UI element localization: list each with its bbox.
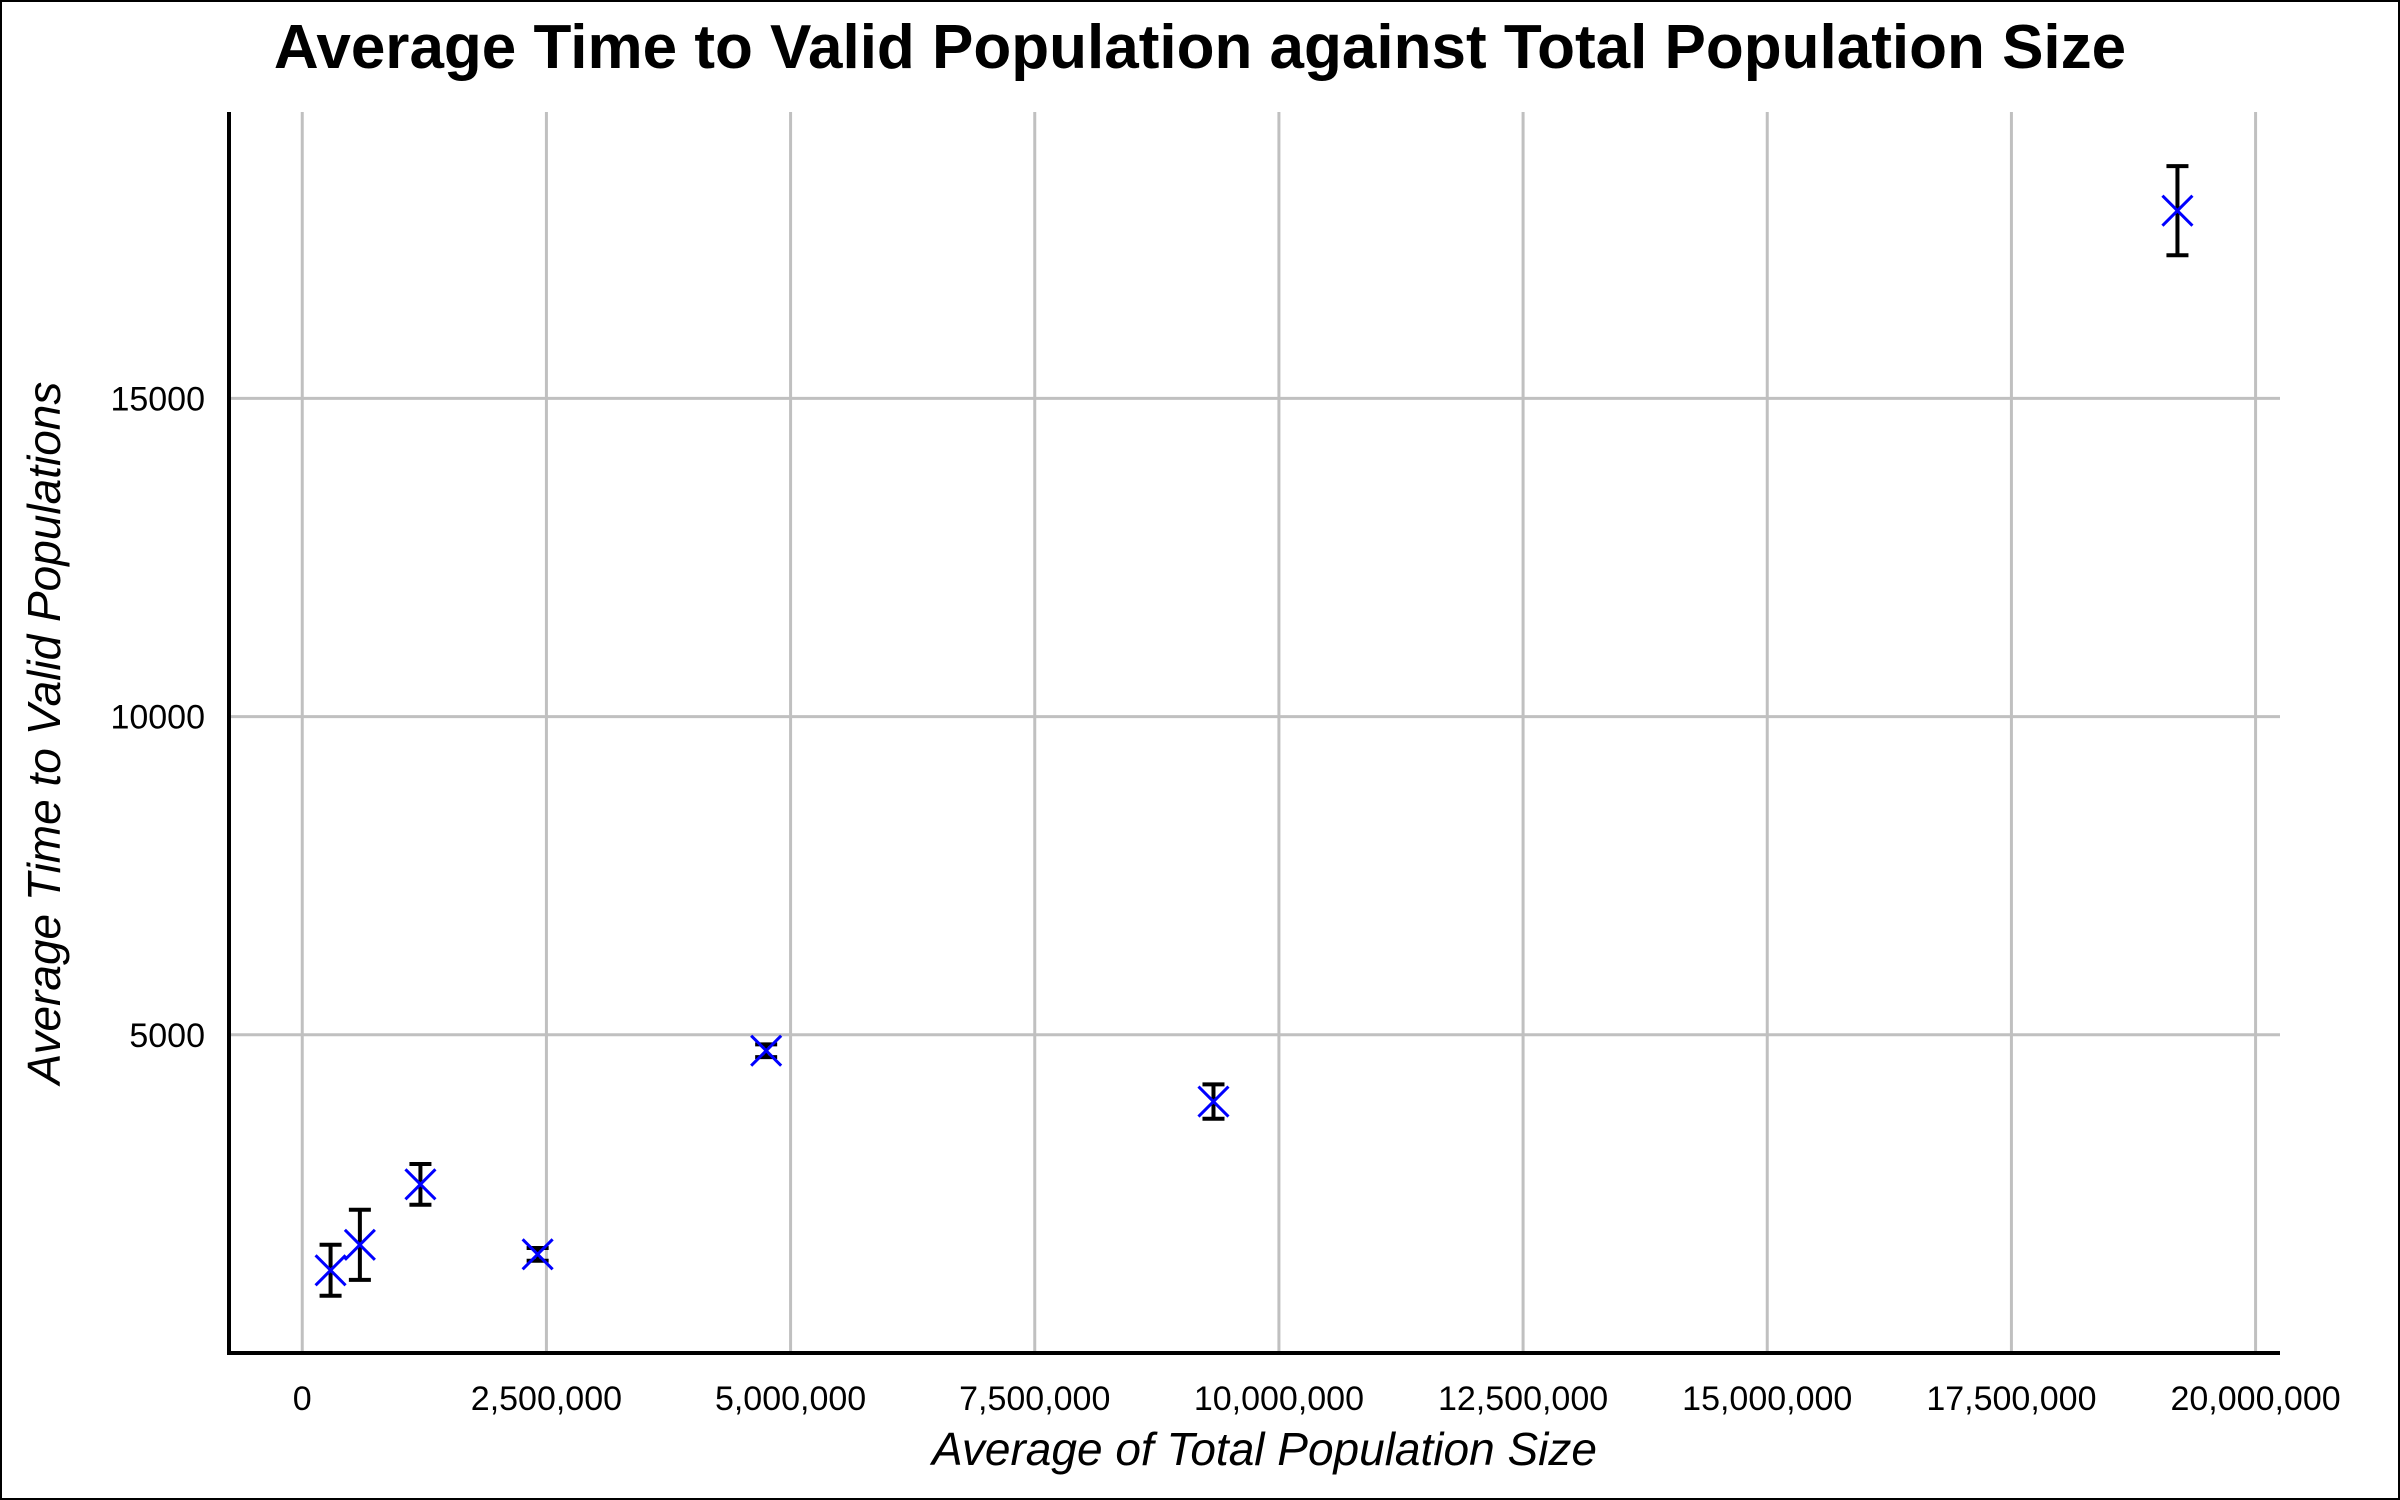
data-point [343, 1207, 376, 1282]
data-point [521, 1238, 554, 1271]
x-tick-label: 17,500,000 [1926, 1380, 2096, 1418]
data-point [314, 1242, 347, 1298]
data-point [1197, 1082, 1230, 1121]
x-tick-label: 5,000,000 [715, 1380, 866, 1418]
x-axis-title: Average of Total Population Size [929, 1423, 1597, 1475]
x-marker-stroke [2161, 194, 2194, 227]
x-tick-label: 2,500,000 [471, 1380, 622, 1418]
y-tick-label: 10000 [110, 699, 205, 737]
x-marker-stroke [404, 1168, 437, 1201]
x-marker-stroke [750, 1034, 783, 1067]
y-tick-label: 15000 [110, 380, 205, 418]
x-tick-label: 7,500,000 [959, 1380, 1110, 1418]
data-point [2161, 164, 2194, 258]
x-tick-label: 10,000,000 [1194, 1380, 1364, 1418]
x-marker-stroke [521, 1238, 554, 1271]
x-tick-label: 12,500,000 [1438, 1380, 1608, 1418]
x-tick-label: 15,000,000 [1682, 1380, 1852, 1418]
x-tick-label: 0 [293, 1380, 312, 1418]
data-point [750, 1034, 783, 1067]
data-point [404, 1161, 437, 1207]
chart-title: Average Time to Valid Population against… [273, 13, 2127, 82]
y-tick-label: 5000 [129, 1017, 205, 1055]
x-marker-stroke [343, 1228, 376, 1261]
x-marker-stroke [1197, 1085, 1230, 1118]
y-axis-title: Average Time to Valid Populations [18, 382, 70, 1088]
x-marker-stroke [314, 1254, 347, 1287]
x-tick-label: 20,000,000 [2170, 1380, 2340, 1418]
